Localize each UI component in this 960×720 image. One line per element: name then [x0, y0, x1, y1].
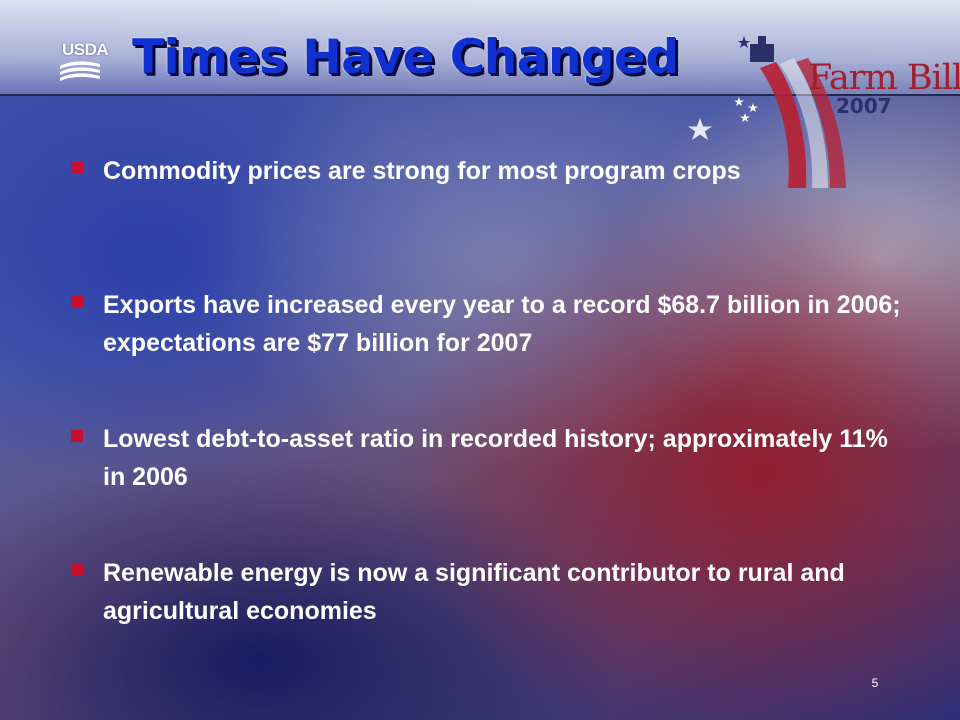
usda-logo-text: USDA — [62, 40, 109, 59]
farm-bill-logo: Farm Bill 2007 — [688, 28, 960, 188]
bullet-text: Exports have increased every year to a r… — [103, 291, 901, 357]
bullet-text: Renewable energy is now a significant co… — [103, 559, 845, 625]
bullet-item: Renewable energy is now a significant co… — [70, 554, 910, 688]
usda-logo: USDA — [60, 40, 114, 84]
farm-bill-logo-text: Farm Bill — [808, 58, 960, 98]
usda-hills-icon — [60, 61, 100, 81]
square-bullet-icon — [71, 564, 83, 576]
page-title: Times Have Changed — [132, 30, 679, 85]
square-bullet-icon — [71, 296, 83, 308]
farm-bill-year: 2007 — [836, 94, 892, 118]
bullet-list: Commodity prices are strong for most pro… — [70, 152, 910, 688]
bullet-item: Exports have increased every year to a r… — [70, 286, 910, 420]
square-bullet-icon — [71, 430, 83, 442]
flag-swoosh-icon — [688, 36, 846, 188]
bullet-item: Commodity prices are strong for most pro… — [70, 152, 910, 286]
bullet-text: Lowest debt-to-asset ratio in recorded h… — [103, 425, 888, 491]
page-number: 5 — [871, 676, 879, 690]
bullet-item: Lowest debt-to-asset ratio in recorded h… — [70, 420, 910, 554]
square-bullet-icon — [71, 162, 83, 174]
header-band — [0, 0, 960, 96]
header-divider — [0, 94, 960, 96]
bullet-text: Commodity prices are strong for most pro… — [103, 157, 741, 185]
